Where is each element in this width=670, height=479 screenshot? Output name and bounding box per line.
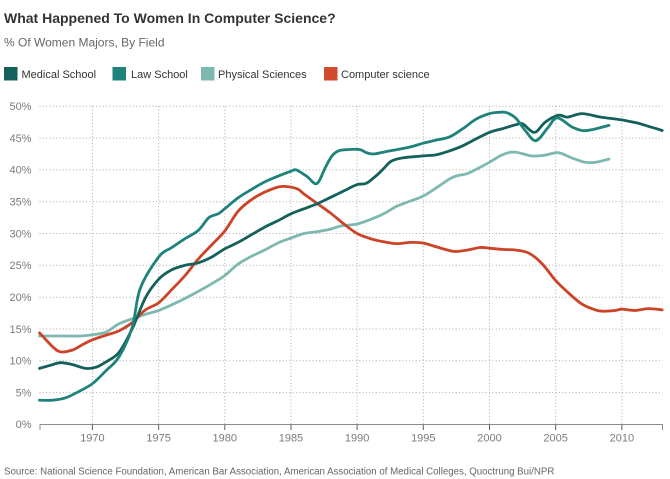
svg-text:40%: 40% [9, 165, 31, 177]
svg-text:1990: 1990 [345, 433, 369, 445]
svg-text:5%: 5% [16, 387, 32, 399]
svg-text:15%: 15% [9, 324, 31, 336]
svg-text:Medical School: Medical School [22, 69, 97, 81]
svg-text:35%: 35% [9, 197, 31, 209]
svg-text:What Happened To Women In Comp: What Happened To Women In Computer Scien… [4, 10, 336, 26]
svg-text:% Of Women Majors, By Field: % Of Women Majors, By Field [4, 36, 165, 50]
svg-text:2005: 2005 [543, 433, 567, 445]
svg-text:1975: 1975 [146, 433, 170, 445]
svg-text:20%: 20% [9, 292, 31, 304]
svg-text:30%: 30% [9, 228, 31, 240]
svg-text:25%: 25% [9, 260, 31, 272]
svg-text:1980: 1980 [213, 433, 237, 445]
svg-text:50%: 50% [9, 101, 31, 113]
svg-text:Computer science: Computer science [341, 69, 430, 81]
svg-text:Physical Sciences: Physical Sciences [218, 69, 307, 81]
svg-text:1995: 1995 [411, 433, 435, 445]
svg-text:1970: 1970 [80, 433, 104, 445]
svg-text:0%: 0% [16, 419, 32, 431]
svg-text:2000: 2000 [477, 433, 501, 445]
svg-text:45%: 45% [9, 133, 31, 145]
svg-text:Source: National Science Found: Source: National Science Foundation, Ame… [4, 467, 554, 478]
svg-text:1985: 1985 [279, 433, 303, 445]
svg-text:2010: 2010 [610, 433, 634, 445]
svg-text:Law School: Law School [131, 69, 188, 81]
svg-text:10%: 10% [9, 356, 31, 368]
